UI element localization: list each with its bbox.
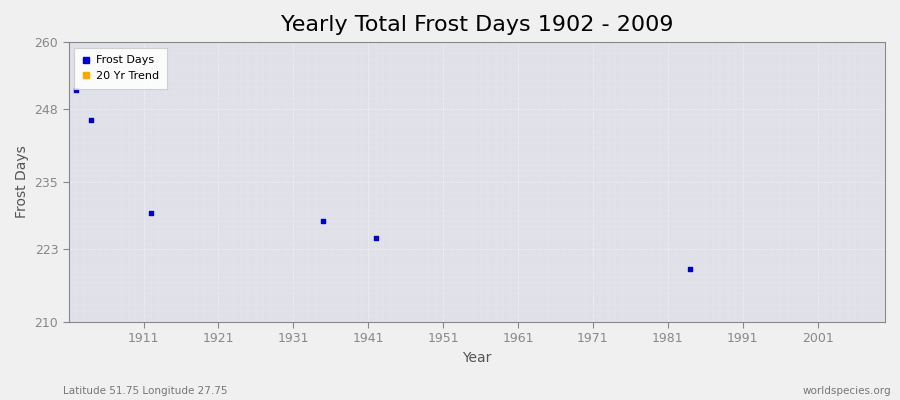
Point <box>316 218 330 224</box>
X-axis label: Year: Year <box>463 351 491 365</box>
Point <box>369 235 383 241</box>
Text: worldspecies.org: worldspecies.org <box>803 386 891 396</box>
Text: Latitude 51.75 Longitude 27.75: Latitude 51.75 Longitude 27.75 <box>63 386 228 396</box>
Y-axis label: Frost Days: Frost Days <box>15 146 29 218</box>
Point <box>683 266 698 272</box>
Point <box>144 210 158 216</box>
Point <box>84 117 98 124</box>
Title: Yearly Total Frost Days 1902 - 2009: Yearly Total Frost Days 1902 - 2009 <box>281 15 673 35</box>
Legend: Frost Days, 20 Yr Trend: Frost Days, 20 Yr Trend <box>75 48 167 89</box>
Point <box>69 86 84 93</box>
